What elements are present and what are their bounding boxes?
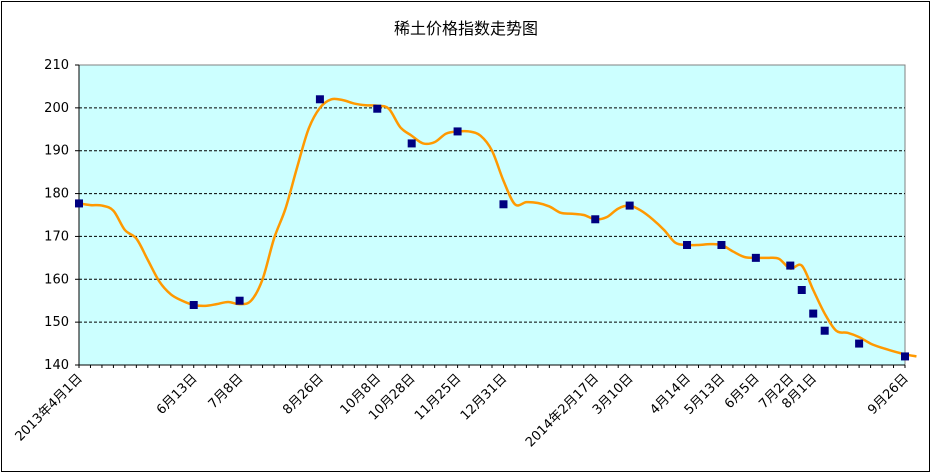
x-tick-label: 12月31日	[458, 371, 510, 423]
y-tick-label: 180	[44, 187, 69, 202]
y-tick-label: 150	[44, 315, 69, 330]
y-tick-label: 210	[44, 58, 69, 73]
x-tick-label: 6月13日	[154, 371, 201, 418]
data-point-marker	[717, 241, 726, 249]
x-tick-label: 8月26日	[280, 371, 327, 418]
data-point-marker	[453, 127, 462, 136]
data-point-marker	[855, 339, 864, 348]
data-point-marker	[75, 199, 83, 208]
data-point-marker	[786, 261, 795, 270]
x-tick-label: 2013年4月1日	[13, 371, 86, 444]
x-tick-label: 2014年2月17日	[523, 371, 602, 450]
data-point-marker	[797, 286, 806, 294]
data-point-marker	[235, 296, 244, 305]
data-point-marker	[751, 253, 760, 262]
chart-title: 稀土价格指数走势图	[394, 19, 538, 38]
y-tick-label: 200	[44, 101, 69, 116]
data-point-marker	[901, 352, 909, 361]
data-point-marker	[189, 301, 198, 309]
y-tick-label: 140	[44, 358, 69, 373]
data-point-marker	[625, 201, 634, 210]
y-tick-label: 160	[44, 272, 69, 287]
data-point-marker	[499, 200, 508, 209]
data-point-marker	[407, 139, 416, 148]
x-tick-label: 11月25日	[412, 371, 464, 423]
data-point-marker	[820, 326, 829, 335]
series-markers	[75, 95, 909, 361]
data-point-marker	[809, 309, 818, 318]
x-axis: 2013年4月1日 6月13日 7月8日 8月26日 10月8日10月28日11月25日…	[13, 364, 912, 450]
plot-area	[78, 64, 906, 366]
x-tick-label: 6月5日	[722, 371, 763, 412]
data-point-marker	[683, 241, 692, 249]
x-tick-label: 7月8日	[206, 371, 247, 412]
x-tick-label: 9月26日	[865, 371, 912, 418]
series-line	[78, 97, 917, 358]
data-point-marker	[373, 104, 382, 113]
y-axis: 140 150 160 170 180 190 200 210	[44, 58, 80, 373]
y-tick-label: 170	[44, 229, 69, 244]
data-point-marker	[591, 215, 600, 224]
data-point-marker	[315, 95, 324, 104]
grid-lines	[79, 107, 905, 323]
y-tick-label: 190	[44, 144, 69, 159]
